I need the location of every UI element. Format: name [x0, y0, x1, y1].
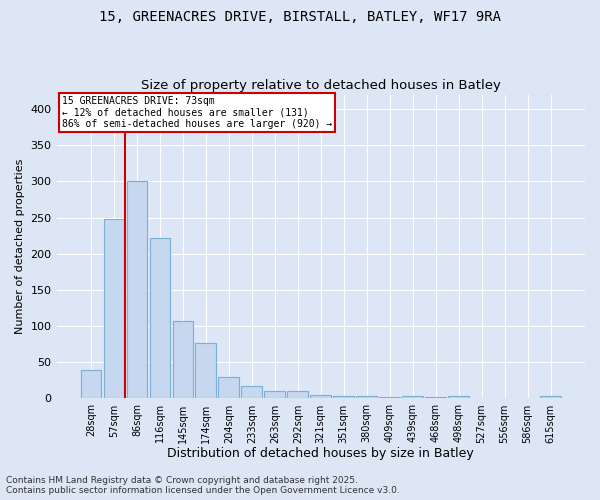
- Y-axis label: Number of detached properties: Number of detached properties: [15, 159, 25, 334]
- Bar: [310, 395, 331, 398]
- Bar: [173, 321, 193, 398]
- Text: Contains HM Land Registry data © Crown copyright and database right 2025.
Contai: Contains HM Land Registry data © Crown c…: [6, 476, 400, 495]
- Text: 15, GREENACRES DRIVE, BIRSTALL, BATLEY, WF17 9RA: 15, GREENACRES DRIVE, BIRSTALL, BATLEY, …: [99, 10, 501, 24]
- Bar: [334, 396, 354, 398]
- Bar: [104, 219, 124, 398]
- Bar: [356, 396, 377, 398]
- Text: 15 GREENACRES DRIVE: 73sqm
← 12% of detached houses are smaller (131)
86% of sem: 15 GREENACRES DRIVE: 73sqm ← 12% of deta…: [62, 96, 332, 130]
- Bar: [287, 391, 308, 398]
- Bar: [241, 386, 262, 398]
- Bar: [196, 344, 216, 398]
- Bar: [425, 397, 446, 398]
- X-axis label: Distribution of detached houses by size in Batley: Distribution of detached houses by size …: [167, 447, 474, 460]
- Bar: [127, 182, 147, 398]
- Title: Size of property relative to detached houses in Batley: Size of property relative to detached ho…: [141, 79, 501, 92]
- Bar: [448, 396, 469, 398]
- Bar: [403, 396, 423, 398]
- Bar: [218, 377, 239, 398]
- Bar: [265, 390, 285, 398]
- Bar: [80, 370, 101, 398]
- Bar: [149, 238, 170, 398]
- Bar: [540, 396, 561, 398]
- Bar: [379, 397, 400, 398]
